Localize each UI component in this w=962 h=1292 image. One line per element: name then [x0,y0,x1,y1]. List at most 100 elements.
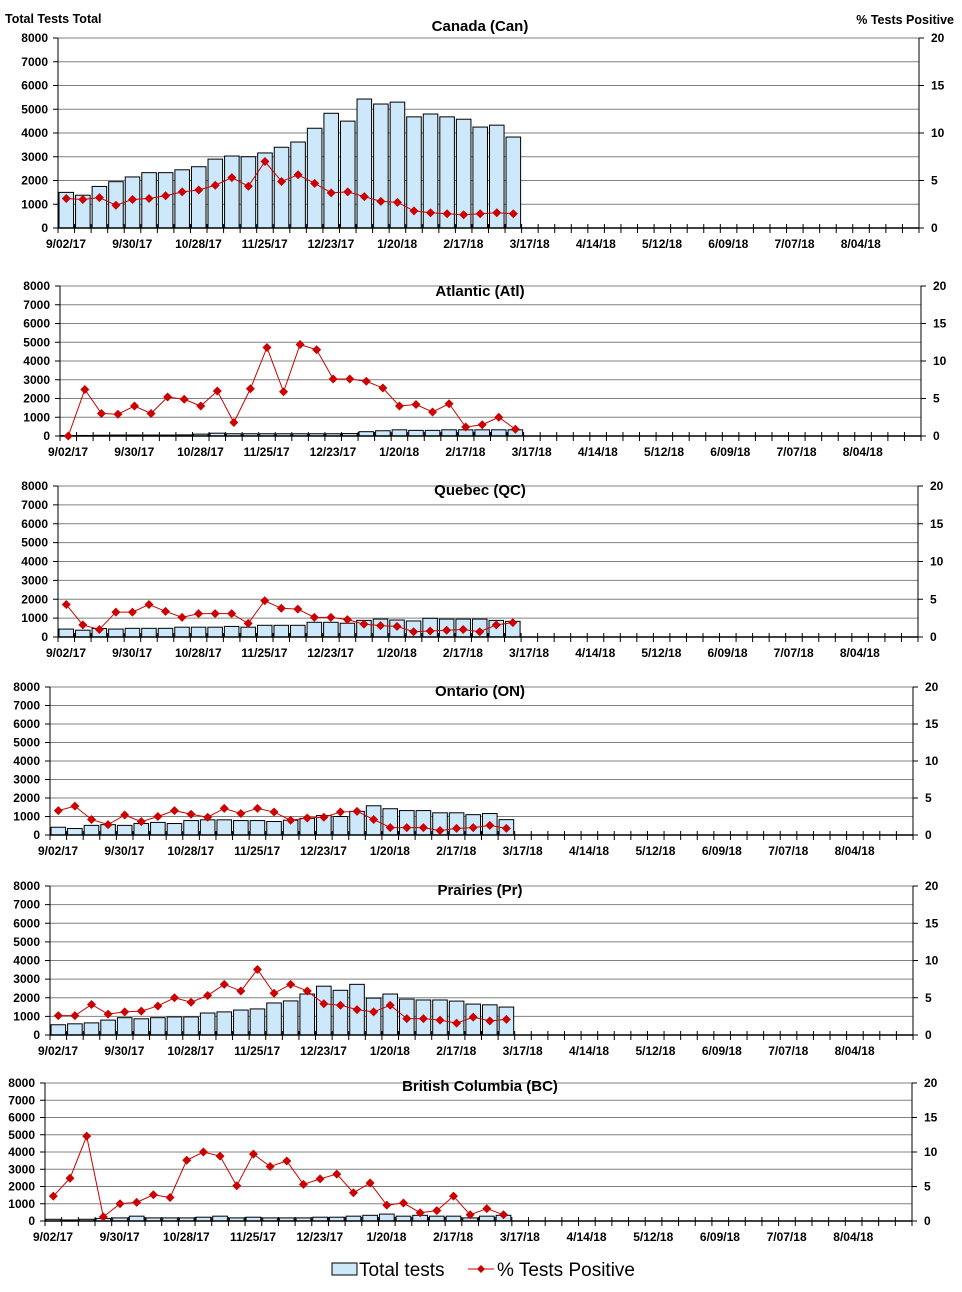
pct-positive-line [58,968,507,1024]
left-tick-label: 0 [43,429,50,443]
bar-total-tests [448,1000,465,1036]
bar-total-tests [240,156,257,229]
pct-positive-marker [113,409,123,419]
pct-positive-marker [477,420,487,430]
x-tick-label: 5/12/18 [641,646,681,660]
x-tick-label: 8/04/18 [835,844,875,858]
x-tick-label: 10/28/17 [163,1230,210,1244]
x-tick-label: 6/09/18 [710,445,750,459]
pct-positive-marker [385,1000,395,1010]
pct-positive-marker [415,1208,425,1218]
pct-positive-marker [210,180,220,190]
x-tick-label: 12/23/17 [300,844,347,858]
left-tick-label: 5000 [8,1128,35,1142]
bar-total-tests [116,824,133,836]
pct-positive-marker [212,386,222,396]
bar-total-tests [50,1024,67,1036]
pct-positive-marker [130,401,140,411]
bar-total-tests [424,429,441,437]
right-tick-label: 10 [924,1145,938,1159]
x-tick-label: 8/04/18 [840,646,880,660]
bar-total-tests [299,993,316,1036]
pct-positive-marker [432,1206,442,1216]
x-tick-label: 12/23/17 [310,445,357,459]
left-tick-label: 6000 [21,79,48,93]
pct-positive-marker [411,400,421,409]
x-tick-label: 9/30/17 [104,844,144,858]
right-tick-label: 15 [924,1111,938,1125]
pct-positive-marker [328,374,338,384]
pct-positive-marker [128,195,138,204]
pct-positive-marker [115,1199,125,1209]
bar-total-tests [166,823,183,836]
panel-title: British Columbia (BC) [402,1078,558,1095]
bar-total-tests [290,141,306,229]
left-tick-label: 6000 [23,317,50,331]
right-tick-label: 15 [933,317,947,331]
pct-positive-marker [369,1007,379,1017]
pct-positive-marker [402,823,412,833]
pct-positive-marker [78,620,88,630]
pct-positive-marker [418,823,428,833]
bar-total-tests [116,1017,133,1036]
pct-positive-marker [298,1179,308,1189]
pct-positive-marker [103,1009,113,1019]
x-tick-label: 8/04/18 [833,1230,873,1244]
x-tick-label: 10/28/17 [167,1044,214,1058]
left-tick-label: 7000 [21,55,48,69]
pct-positive-marker [342,615,352,625]
x-tick-label: 3/17/18 [509,646,549,660]
bar-total-tests [183,1016,199,1036]
x-tick-label: 9/02/17 [38,1044,78,1058]
bar-total-tests [474,429,491,437]
left-tick-label: 0 [33,828,40,842]
pct-positive-marker [163,392,173,402]
pct-positive-marker [448,1191,458,1201]
pct-positive-marker [295,340,305,349]
x-tick-label: 2/17/18 [436,844,476,858]
left-tick-label: 6000 [8,1111,35,1125]
left-tick-label: 2000 [21,592,48,606]
pct-positive-marker [203,991,213,1001]
bar-total-tests [190,166,207,229]
left-tick-label: 7000 [21,498,48,512]
pct-positive-marker [382,1200,392,1210]
right-tick-label: 15 [931,79,945,93]
right-tick-label: 5 [925,991,932,1005]
pct-positive-marker [468,1012,478,1022]
bar-total-tests [75,629,91,638]
pct-positive-marker [482,1204,492,1214]
right-tick-label: 20 [933,279,947,293]
pct-positive-marker [65,1173,75,1183]
bar-total-tests [108,628,124,638]
pct-positive-marker [319,999,329,1009]
bar-total-tests [216,819,233,836]
right-tick-label: 10 [931,126,945,140]
pct-positive-marker [465,1210,475,1220]
right-tick-label: 20 [925,680,939,694]
right-tick-label: 5 [931,174,938,188]
right-tick-label: 15 [925,717,939,731]
x-tick-label: 11/25/17 [244,445,290,459]
pct-positive-marker [146,409,156,418]
x-tick-label: 6/09/18 [708,646,748,660]
pct-positive-marker [120,1007,130,1017]
pct-positive-marker [293,604,303,614]
pct-positive-line [65,600,513,633]
right-tick-label: 0 [925,828,932,842]
x-tick-label: 10/28/17 [175,646,222,660]
bar-total-tests [207,158,224,229]
x-tick-label: 9/02/17 [46,646,86,660]
pct-positive-marker [293,170,303,180]
x-tick-label: 7/07/18 [767,1230,807,1244]
x-tick-label: 2/17/18 [443,646,483,660]
pct-positive-marker [485,1016,495,1026]
pct-positive-marker [94,624,104,634]
right-tick-label: 15 [925,916,939,930]
pct-positive-marker [86,814,96,824]
bar-total-tests [391,429,408,437]
pct-positive-marker [198,1147,208,1157]
pct-positive-marker [276,603,286,613]
right-tick-label: 5 [924,1180,931,1194]
